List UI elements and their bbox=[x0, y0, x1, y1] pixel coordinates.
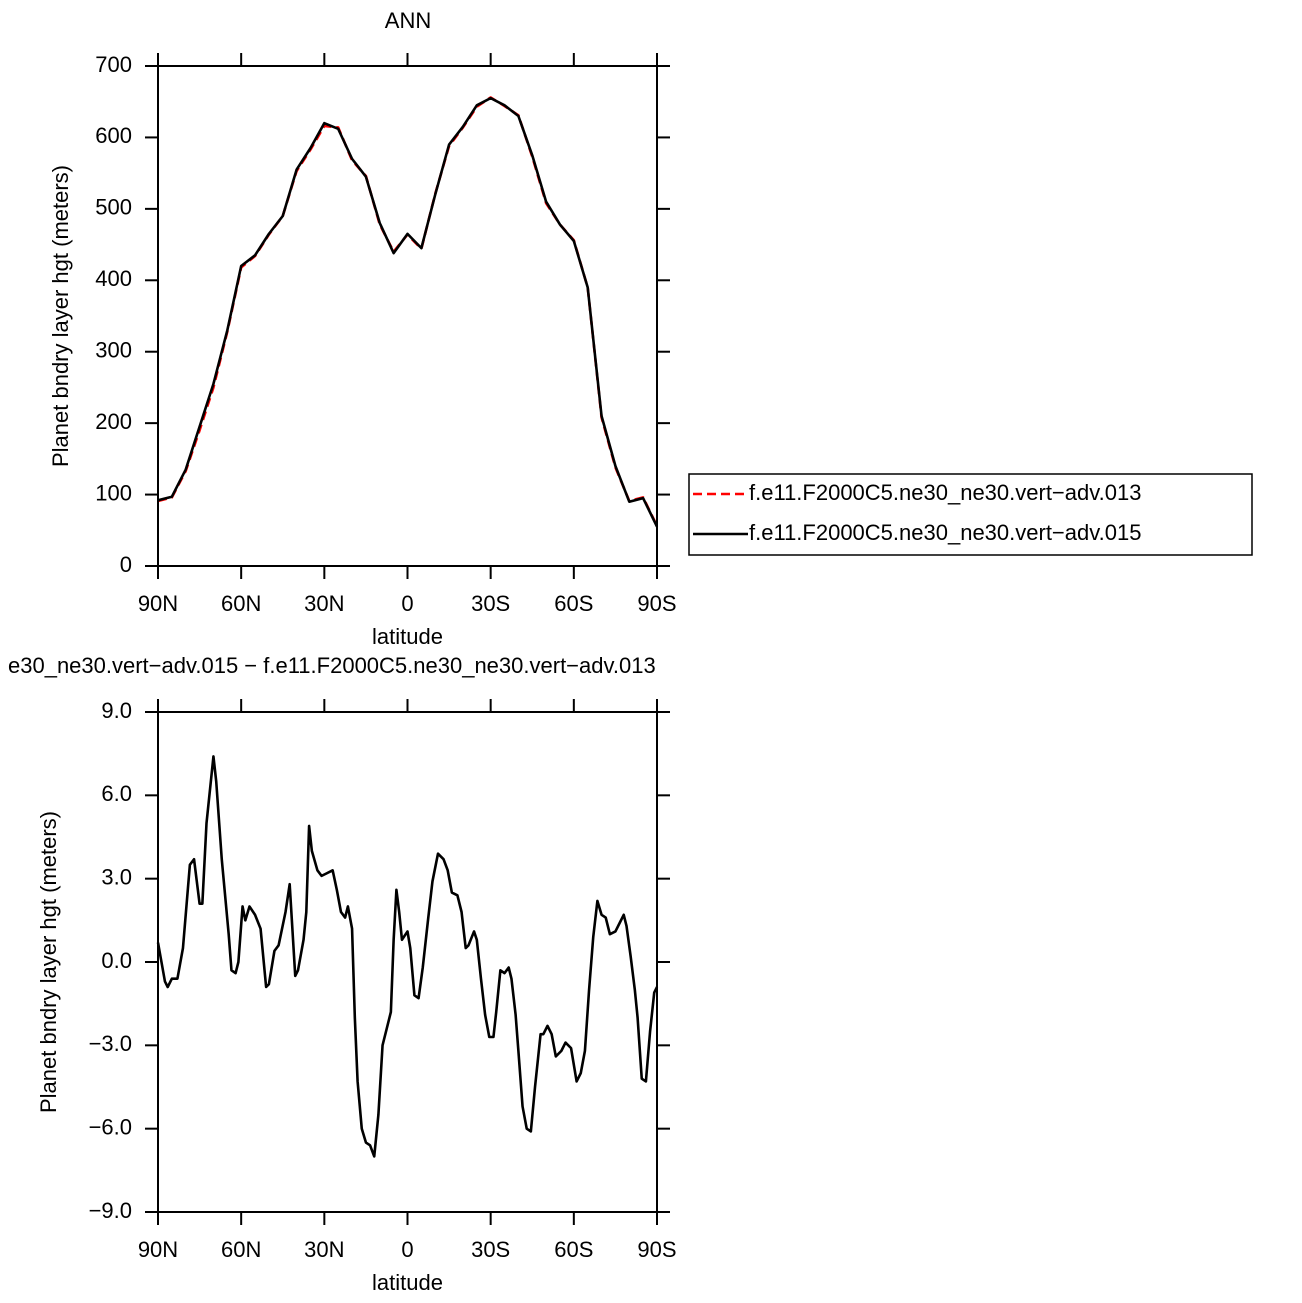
y-tick-label: 6.0 bbox=[101, 781, 132, 806]
series-line bbox=[157, 96, 659, 527]
legend-box bbox=[688, 473, 1253, 556]
x-tick-label: 60N bbox=[221, 591, 261, 616]
chart-title: ANN bbox=[385, 8, 431, 33]
y-tick-label: 200 bbox=[95, 409, 132, 434]
x-tick-label: 0 bbox=[401, 591, 413, 616]
plot-frame bbox=[157, 65, 658, 567]
x-tick-label: 60S bbox=[554, 591, 593, 616]
x-tick-label: 30S bbox=[471, 591, 510, 616]
x-tick-label: 90S bbox=[637, 591, 676, 616]
y-tick-label: 500 bbox=[95, 195, 132, 220]
x-tick-label: 30S bbox=[471, 1237, 510, 1262]
x-tick-label: 30N bbox=[304, 591, 344, 616]
y-tick-label: −6.0 bbox=[89, 1114, 132, 1139]
y-tick-label: 3.0 bbox=[101, 864, 132, 889]
y-tick-label: 9.0 bbox=[101, 698, 132, 723]
y-tick-label: −9.0 bbox=[89, 1198, 132, 1223]
plot-frame bbox=[157, 711, 658, 1213]
chart-title: e30_ne30.vert−adv.015 − f.e11.F2000C5.ne… bbox=[8, 653, 656, 678]
y-tick-label: 700 bbox=[95, 52, 132, 77]
y-axis-label: Planet bndry layer hgt (meters) bbox=[48, 165, 73, 467]
x-axis-label: latitude bbox=[372, 1270, 443, 1295]
y-tick-label: −3.0 bbox=[89, 1031, 132, 1056]
legend-label: f.e11.F2000C5.ne30_ne30.vert−adv.013 bbox=[749, 480, 1141, 505]
x-tick-label: 90N bbox=[138, 591, 178, 616]
y-tick-label: 0 bbox=[120, 552, 132, 577]
x-tick-label: 90N bbox=[138, 1237, 178, 1262]
x-tick-label: 60S bbox=[554, 1237, 593, 1262]
y-tick-label: 0.0 bbox=[101, 948, 132, 973]
x-axis-label: latitude bbox=[372, 624, 443, 649]
y-axis-label: Planet bndry layer hgt (meters) bbox=[36, 811, 61, 1113]
legend-label: f.e11.F2000C5.ne30_ne30.vert−adv.015 bbox=[749, 520, 1141, 545]
y-tick-label: 400 bbox=[95, 266, 132, 291]
series-line bbox=[156, 755, 659, 1158]
y-tick-label: 300 bbox=[95, 338, 132, 363]
x-tick-label: 0 bbox=[401, 1237, 413, 1262]
y-tick-label: 100 bbox=[95, 480, 132, 505]
x-tick-label: 60N bbox=[221, 1237, 261, 1262]
series-line bbox=[157, 96, 659, 528]
y-tick-label: 600 bbox=[95, 123, 132, 148]
x-tick-label: 30N bbox=[304, 1237, 344, 1262]
x-tick-label: 90S bbox=[637, 1237, 676, 1262]
